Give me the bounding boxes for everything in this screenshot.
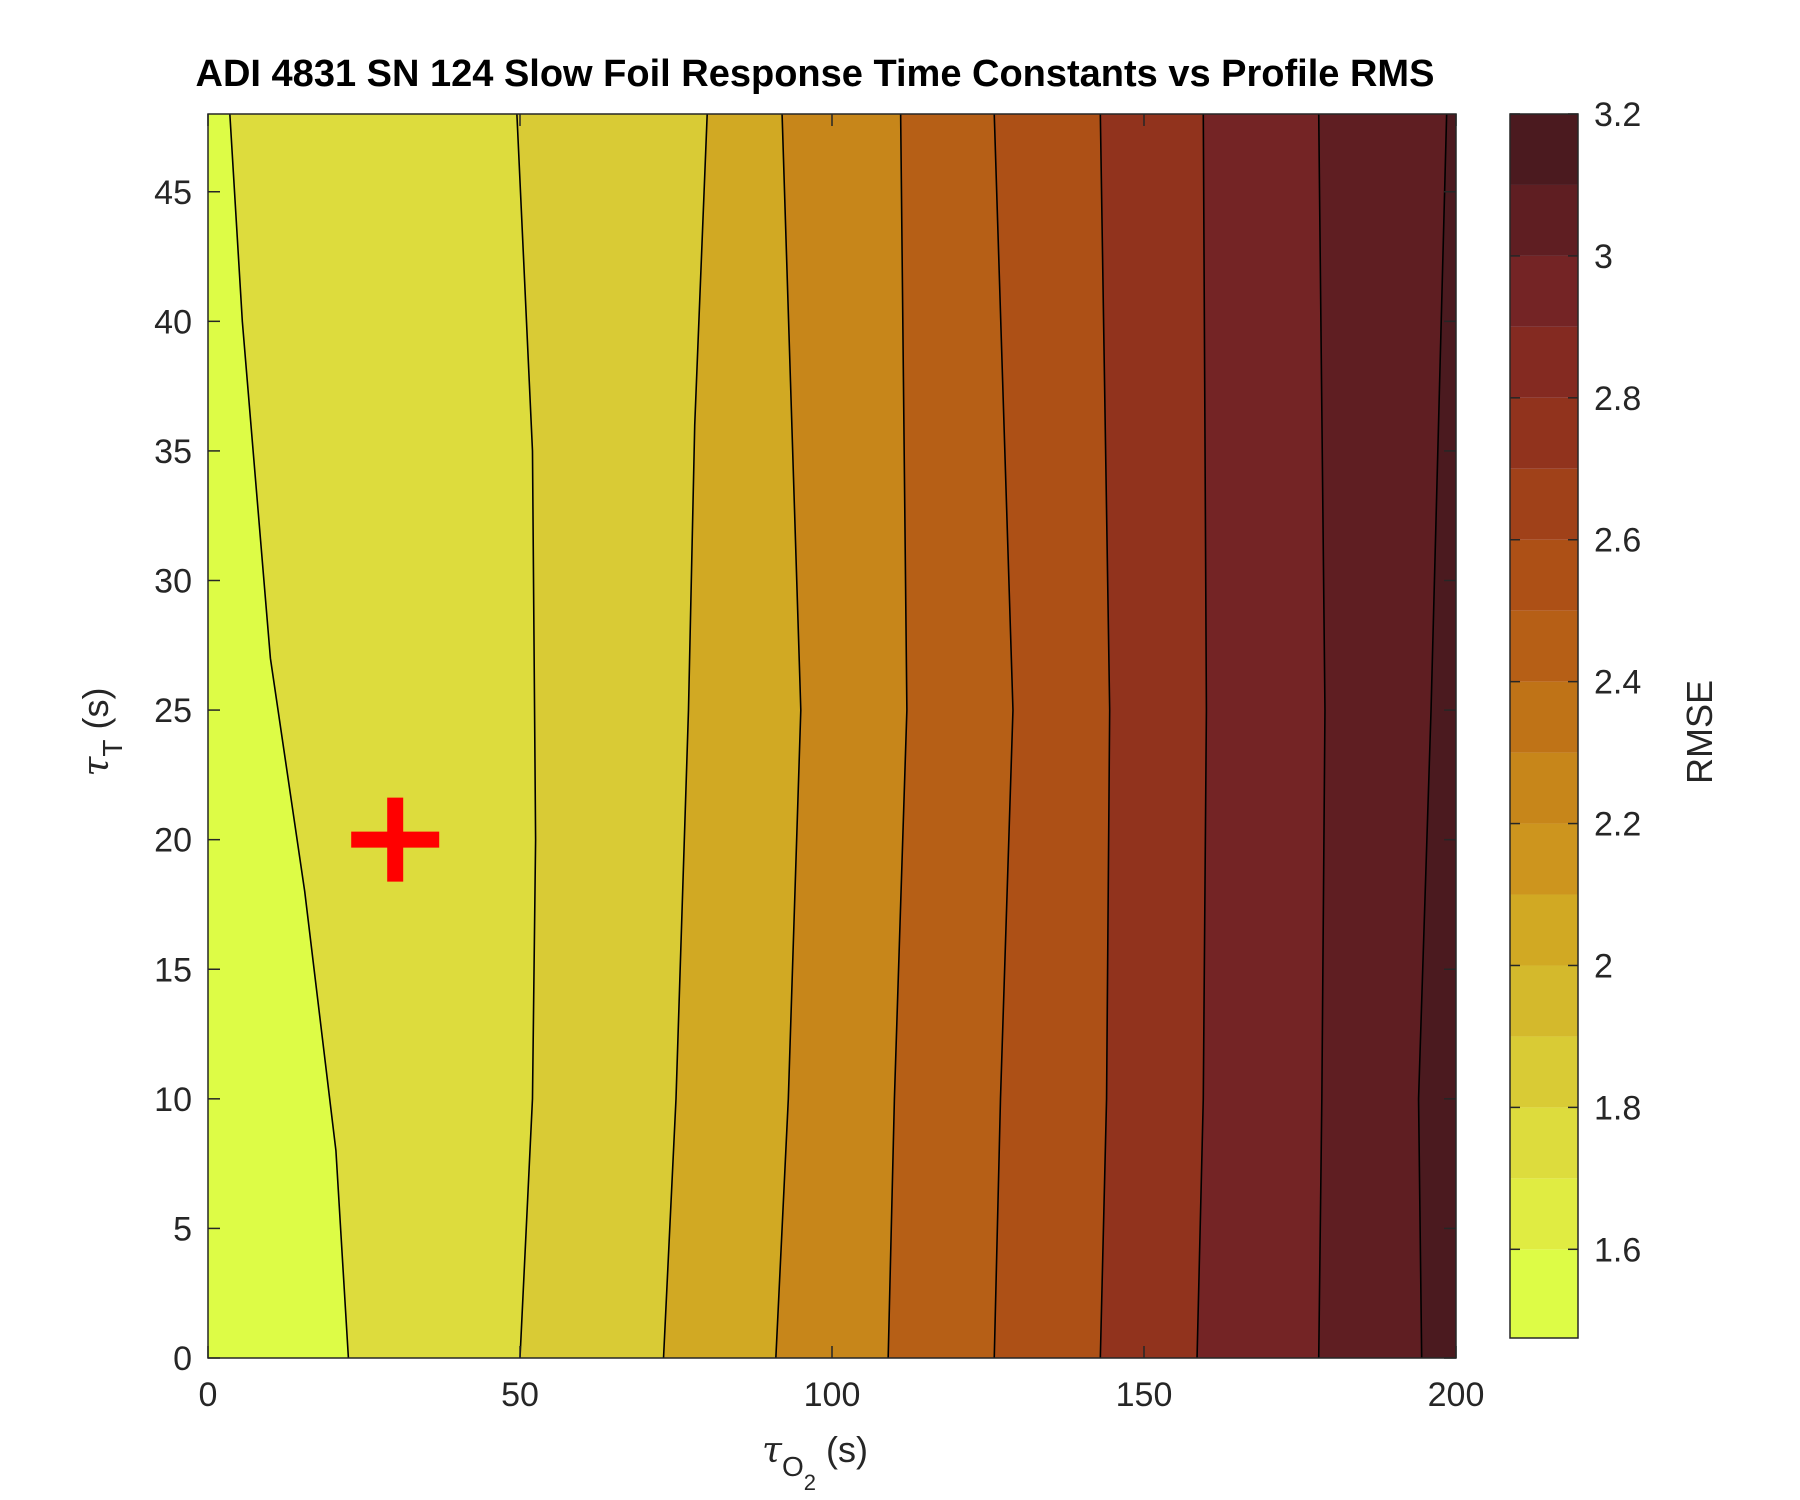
- colorbar-segment: [1510, 114, 1578, 185]
- colorbar-segment: [1510, 539, 1578, 611]
- colorbar-tick-label: 1.6: [1594, 1231, 1641, 1269]
- x-axis: 0 50 100 150 200: [199, 114, 1485, 1414]
- contour-band: [229, 114, 536, 1358]
- contour-band: [516, 114, 708, 1358]
- contour-band: [1100, 114, 1207, 1358]
- colorbar-segment: [1510, 397, 1578, 469]
- colorbar: 1.6 1.8 2 2.2 2.4 2.6 2.8 3 3.2: [1509, 96, 1641, 1339]
- x-axis-label: τO2 (s): [762, 1429, 868, 1495]
- colorbar-tick-label: 2: [1594, 947, 1613, 985]
- y-tick-label: 5: [173, 1210, 192, 1248]
- colorbar-tick-label: 3.2: [1594, 96, 1641, 134]
- y-tick-label: 30: [154, 563, 192, 601]
- contour-line: [887, 113, 908, 1359]
- contour-line: [1099, 113, 1111, 1359]
- x-axis-label-symbol: τ: [762, 1430, 783, 1471]
- y-axis-label-unit: (s): [75, 687, 116, 739]
- contour-line: [775, 113, 802, 1359]
- colorbar-tick-label: 2.6: [1594, 522, 1641, 560]
- colorbar-segment: [1510, 894, 1578, 966]
- contour-band: [888, 114, 1013, 1358]
- colorbar-segment: [1510, 1178, 1578, 1250]
- contour-band: [994, 114, 1110, 1358]
- colorbar-tick-label: 2.8: [1594, 380, 1641, 418]
- contour-band: [208, 114, 349, 1358]
- contour-line: [1417, 113, 1448, 1359]
- colorbar-segment: [1510, 1249, 1578, 1338]
- contour-line: [516, 113, 537, 1359]
- y-tick-label: 25: [154, 692, 192, 730]
- colorbar-tick-label: 3: [1594, 238, 1613, 276]
- y-tick-label: 45: [154, 174, 192, 212]
- y-tick-label: 0: [173, 1340, 192, 1378]
- colorbar-segment: [1510, 752, 1578, 824]
- x-axis-label-unit: (s): [816, 1429, 868, 1470]
- colorbar-tick-label: 1.8: [1594, 1089, 1641, 1127]
- x-axis-label-subsubscript: 2: [804, 1470, 816, 1495]
- y-axis-label-symbol: τ: [76, 756, 117, 777]
- y-tick-label: 10: [154, 1081, 192, 1119]
- y-tick-label: 35: [154, 433, 192, 471]
- colorbar-label: RMSE: [1679, 680, 1720, 784]
- colorbar-tick-label: 2.4: [1594, 664, 1641, 702]
- contour-line: [1196, 113, 1208, 1359]
- contour-band: [1318, 114, 1447, 1358]
- y-tick-label: 20: [154, 822, 192, 860]
- x-tick-label: 100: [804, 1376, 861, 1414]
- x-tick-label: 50: [501, 1376, 539, 1414]
- colorbar-segment: [1510, 965, 1578, 1037]
- colorbar-segment: [1510, 1107, 1578, 1179]
- contour-band: [1197, 114, 1325, 1358]
- colorbar-segment: [1510, 255, 1578, 327]
- colorbar-segment: [1510, 610, 1578, 682]
- colorbar-segment: [1510, 823, 1578, 895]
- colorbar-segment: [1510, 681, 1578, 753]
- x-tick-label: 200: [1428, 1376, 1485, 1414]
- colorbar-segment: [1510, 468, 1578, 540]
- colorbar-segment: [1510, 184, 1578, 256]
- contour-line: [229, 113, 350, 1359]
- x-axis-label-subscript: O: [782, 1451, 804, 1482]
- contour-fill-regions: [208, 114, 1456, 1358]
- y-axis-label: τT (s): [75, 687, 128, 776]
- colorbar-tick-label: 2.2: [1594, 806, 1641, 844]
- contour-line: [1317, 113, 1326, 1359]
- contour-line: [662, 113, 708, 1359]
- chart-title: ADI 4831 SN 124 Slow Foil Response Time …: [196, 53, 1435, 95]
- y-tick-label: 40: [154, 303, 192, 341]
- contour-line: [993, 113, 1014, 1359]
- contour-lines: [229, 113, 1448, 1359]
- y-tick-label: 15: [154, 951, 192, 989]
- contour-band: [663, 114, 801, 1358]
- x-tick-label: 0: [199, 1376, 218, 1414]
- y-axis-label-subscript: T: [97, 739, 128, 756]
- contour-band: [775, 114, 907, 1358]
- colorbar-segment: [1510, 326, 1578, 398]
- contour-band: [1418, 114, 1456, 1358]
- x-tick-label: 150: [1116, 1376, 1173, 1414]
- y-axis: 0 5 10 15 20 25 30 35 40 45: [154, 174, 1456, 1378]
- colorbar-frame: [1509, 113, 1579, 1339]
- colorbar-segment: [1510, 1036, 1578, 1108]
- best-fit-marker: [351, 797, 440, 882]
